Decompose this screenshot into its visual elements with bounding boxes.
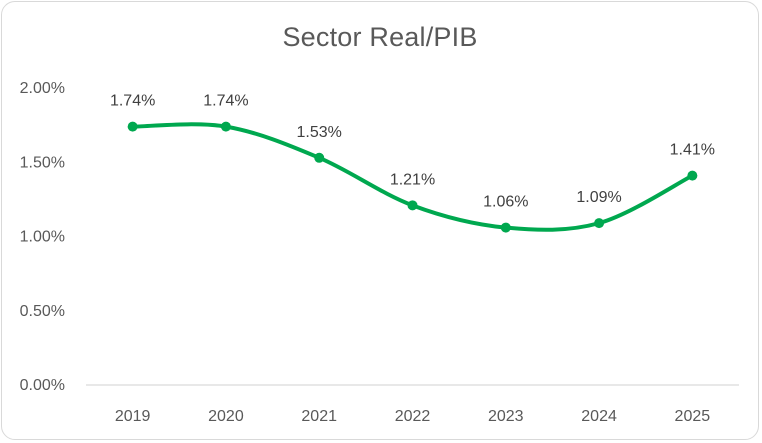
data-point: [407, 200, 418, 211]
y-tick-label: 0.50%: [20, 303, 65, 320]
x-tick-label: 2023: [488, 408, 524, 425]
y-axis-tick-labels: 0.00% 0.50% 1.00% 1.50% 2.00%: [20, 80, 65, 394]
data-label: 1.74%: [110, 93, 155, 110]
x-axis-tick-labels: 2019 2020 2021 2022 2023 2024 2025: [115, 408, 710, 425]
x-tick-label: 2024: [581, 408, 617, 425]
x-tick-label: 2025: [675, 408, 711, 425]
data-label: 1.09%: [576, 189, 621, 206]
data-label: 1.74%: [203, 93, 248, 110]
data-label: 1.21%: [390, 171, 435, 188]
data-points: [127, 121, 698, 233]
data-label: 1.06%: [483, 194, 528, 211]
data-point: [594, 218, 605, 229]
data-point: [127, 121, 138, 132]
data-label: 1.41%: [670, 142, 715, 159]
data-point: [500, 222, 511, 233]
y-tick-label: 2.00%: [20, 80, 65, 97]
y-tick-label: 1.50%: [20, 154, 65, 171]
x-tick-label: 2021: [301, 408, 337, 425]
data-label: 1.53%: [297, 124, 342, 141]
data-point: [314, 152, 325, 163]
x-tick-label: 2019: [115, 408, 151, 425]
y-tick-label: 0.00%: [20, 377, 65, 394]
data-point: [687, 170, 698, 181]
x-tick-label: 2020: [208, 408, 244, 425]
y-tick-label: 1.00%: [20, 229, 65, 246]
chart-title: Sector Real/PIB: [282, 22, 478, 52]
data-labels: 1.74% 1.74% 1.53% 1.21% 1.06% 1.09% 1.41%: [110, 93, 715, 211]
x-tick-label: 2022: [395, 408, 431, 425]
data-point: [220, 121, 231, 132]
